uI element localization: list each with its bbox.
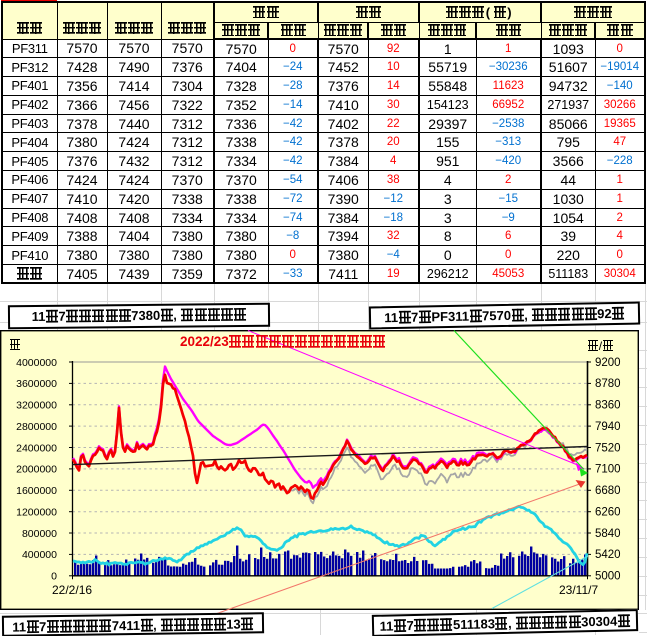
svg-text:800000: 800000 [22, 528, 57, 540]
svg-text:2800000: 2800000 [16, 421, 57, 433]
svg-text:2400000: 2400000 [16, 442, 57, 454]
svg-text:5000: 5000 [595, 571, 621, 583]
svg-text:23/11/7: 23/11/7 [559, 583, 598, 597]
svg-text:3600000: 3600000 [16, 378, 57, 390]
svg-text:6680: 6680 [595, 485, 621, 497]
svg-text:8780: 8780 [595, 378, 621, 390]
svg-text:1600000: 1600000 [16, 485, 57, 497]
svg-text:4000000: 4000000 [16, 357, 57, 369]
svg-text:400000: 400000 [22, 549, 57, 561]
svg-text:5840: 5840 [595, 528, 621, 540]
svg-text:5420: 5420 [595, 549, 621, 561]
svg-text:6260: 6260 [595, 507, 621, 519]
svg-text:1200000: 1200000 [16, 507, 57, 519]
svg-text:7940: 7940 [595, 421, 621, 433]
svg-text:2000000: 2000000 [16, 464, 57, 476]
svg-text:22/2/16: 22/2/16 [52, 583, 92, 597]
svg-text:8360: 8360 [595, 400, 621, 412]
svg-text:3200000: 3200000 [16, 400, 57, 412]
svg-text:0: 0 [51, 571, 57, 583]
svg-text:7100: 7100 [595, 464, 621, 476]
svg-text:9200: 9200 [595, 357, 621, 369]
svg-text:7520: 7520 [595, 442, 621, 454]
